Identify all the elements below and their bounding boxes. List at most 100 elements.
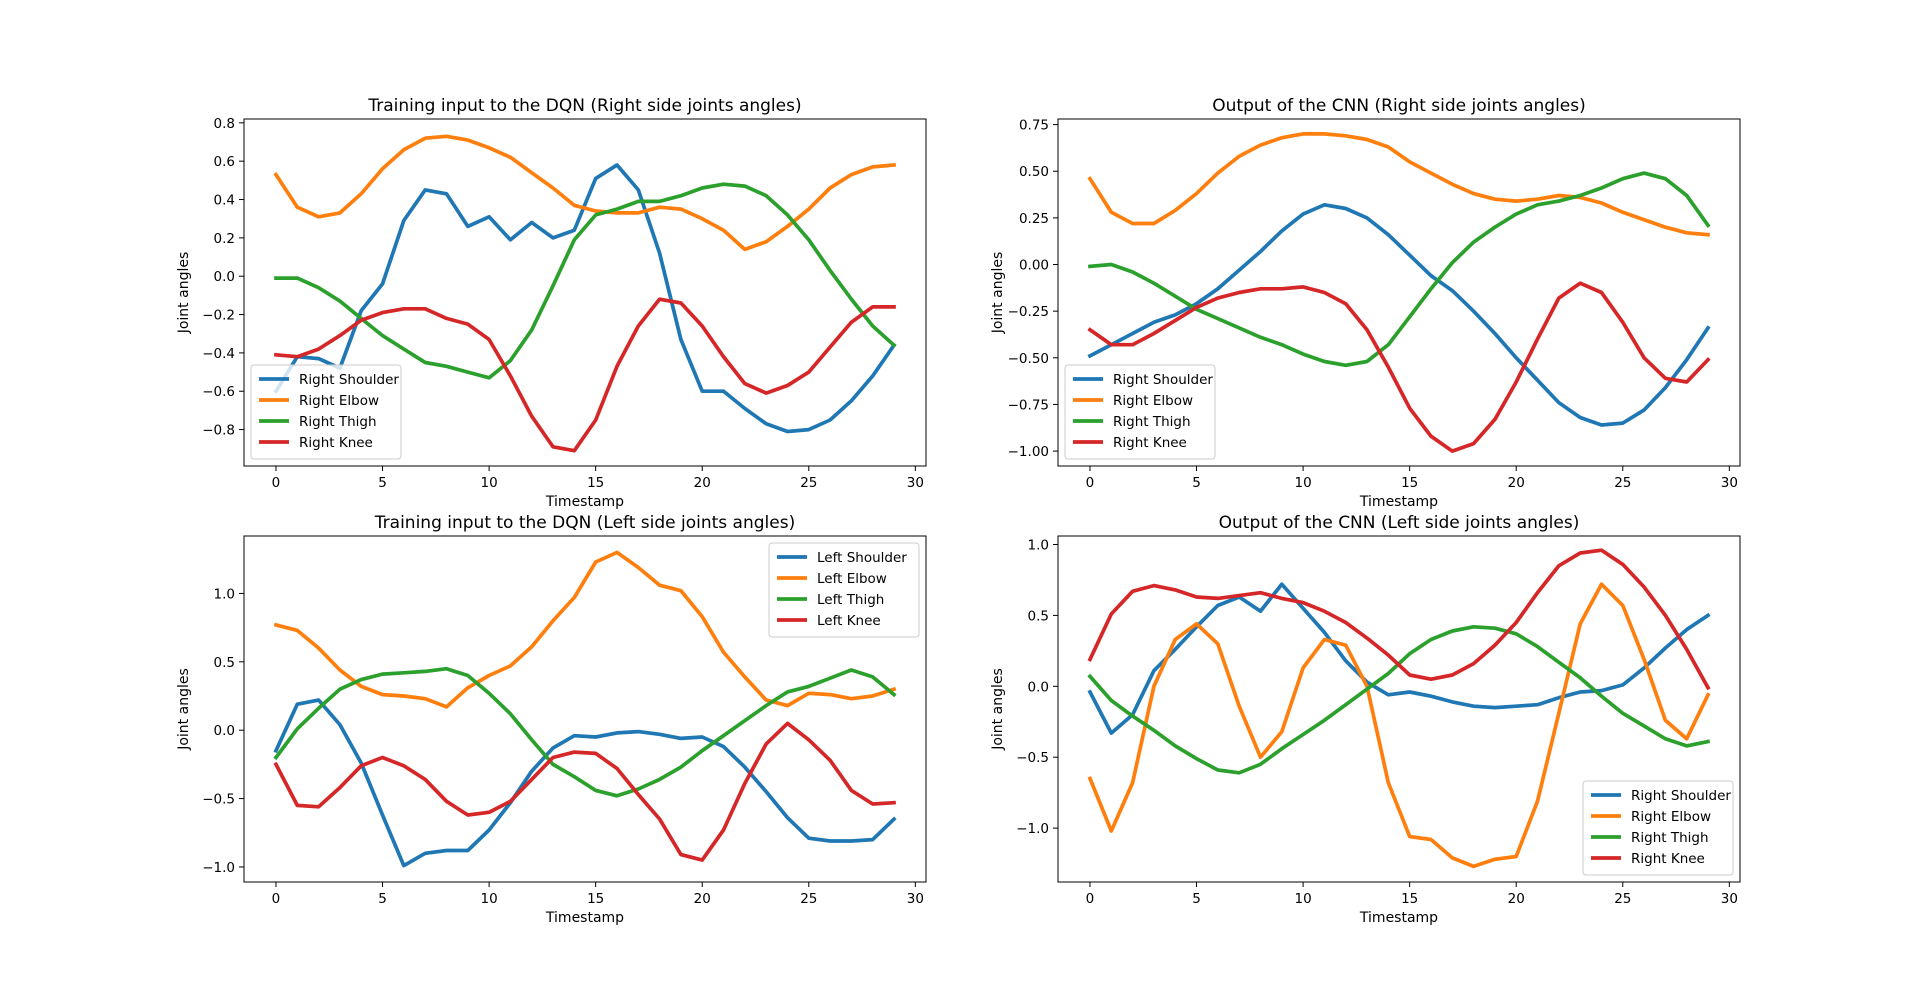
- x-tick-label: 0: [1086, 891, 1095, 907]
- chart-panel-1: 0 5 10 15 20 25 30 −0.8 −0.6 −0.4 −0.2 0.0 0.2 0.4 0.6…: [176, 96, 927, 510]
- y-tick-label: 0.5: [214, 655, 235, 671]
- x-tick-label: 10: [1295, 891, 1312, 907]
- y-tick-label: 1.0: [214, 586, 235, 602]
- series-line-2: [273, 550, 897, 709]
- legend-entry: Right Elbow: [1113, 393, 1193, 409]
- y-tick-label: −0.4: [202, 346, 235, 362]
- x-tick-label: 20: [1508, 475, 1525, 491]
- x-tick-label: 5: [378, 475, 387, 491]
- x-tick-label: 30: [907, 475, 924, 491]
- y-tick-label: −0.25: [1008, 304, 1049, 320]
- x-tick-label: 5: [1192, 475, 1201, 491]
- y-tick-label: 0.4: [214, 193, 235, 209]
- series-line-4: [273, 297, 896, 453]
- y-axis-label: Joint angles: [176, 668, 192, 751]
- x-tick-label: 30: [1721, 475, 1738, 491]
- series-line-2: [1087, 582, 1711, 869]
- legend-entry: Right Shoulder: [299, 372, 399, 388]
- series-line-1: [273, 163, 897, 434]
- x-tick-label: 30: [1721, 891, 1738, 907]
- y-tick-label: −1.0: [1016, 821, 1049, 837]
- legend-entry: Left Knee: [817, 613, 881, 629]
- chart-title: Output of the CNN (Right side joints ang…: [1212, 96, 1586, 116]
- x-tick-label: 0: [1086, 475, 1095, 491]
- legend-entry: Right Elbow: [299, 393, 379, 409]
- y-axis-label: Joint angles: [990, 252, 1006, 335]
- x-tick-label: 15: [1401, 475, 1418, 491]
- y-tick-label: −1.0: [202, 860, 235, 876]
- chart-panel-2: 0 5 10 15 20 25 30 −1.00 −0.75 −0.50 −0.25 0.00 0.25…: [990, 96, 1741, 510]
- y-axis-label: Joint angles: [176, 252, 192, 335]
- x-axis-label: Timestamp: [545, 494, 624, 510]
- legend-box: [250, 364, 402, 460]
- axes-frame: [243, 118, 927, 467]
- series-line-3: [274, 182, 897, 380]
- x-tick-label: 25: [800, 891, 817, 907]
- x-tick-label: 25: [1614, 891, 1631, 907]
- x-tick-label: 20: [694, 891, 711, 907]
- legend: Left Shoulder Left Elbow Left Thigh Left Kn…: [768, 542, 920, 638]
- x-tick-label: 15: [1401, 891, 1418, 907]
- y-tick-label: −0.8: [202, 423, 235, 439]
- series-line-2: [1087, 132, 1711, 237]
- x-tick-label: 25: [800, 475, 817, 491]
- series-line-4: [273, 721, 896, 862]
- x-tick-label: 5: [378, 891, 387, 907]
- legend-entry: Left Shoulder: [817, 550, 907, 566]
- y-tick-label: 0.8: [214, 116, 235, 132]
- y-tick-label: 1.0: [1028, 538, 1049, 554]
- y-tick-label: 0.0: [1028, 679, 1049, 695]
- y-tick-label: 0.6: [214, 154, 235, 170]
- x-tick-label: 15: [587, 891, 604, 907]
- legend-entry: Right Thigh: [299, 414, 377, 430]
- series-line-3: [273, 666, 897, 798]
- x-tick-label: 20: [694, 475, 711, 491]
- legend-entry: Right Thigh: [1631, 830, 1709, 846]
- x-tick-label: 10: [481, 475, 498, 491]
- x-tick-label: 15: [587, 475, 604, 491]
- axes-frame: [243, 535, 927, 883]
- y-tick-label: −0.2: [202, 308, 235, 324]
- legend-box: [1582, 780, 1734, 876]
- legend: Right Shoulder Right Elbow Right Thigh Righ…: [250, 364, 402, 460]
- y-tick-label: −0.6: [202, 384, 235, 400]
- series-line-3: [1087, 171, 1711, 368]
- x-tick-label: 5: [1192, 891, 1201, 907]
- chart-panel-4: 0 5 10 15 20 25 30 −1.0 −0.5 0.0 0.5 1.0 Output of t…: [990, 513, 1741, 926]
- x-axis-label: Timestamp: [545, 910, 624, 926]
- legend-entry: Left Thigh: [817, 592, 884, 608]
- series-line-4: [1087, 548, 1711, 691]
- legend-entry: Right Thigh: [1113, 414, 1191, 430]
- y-tick-label: 0.50: [1019, 164, 1049, 180]
- y-tick-label: 0.25: [1019, 211, 1049, 227]
- legend-entry: Right Elbow: [1631, 809, 1711, 825]
- legend-entry: Left Elbow: [817, 571, 887, 587]
- y-tick-label: −0.5: [202, 792, 235, 808]
- series-line-4: [1087, 281, 1711, 453]
- x-axis-label: Timestamp: [1359, 494, 1438, 510]
- series-line-1: [273, 698, 897, 868]
- series-line-1: [1087, 582, 1711, 735]
- y-tick-label: −1.00: [1008, 444, 1049, 460]
- legend-entry: Right Knee: [1631, 851, 1705, 867]
- x-tick-label: 0: [272, 475, 281, 491]
- legend-box: [1064, 364, 1216, 460]
- x-tick-label: 10: [1295, 475, 1312, 491]
- x-axis-label: Timestamp: [1359, 910, 1438, 926]
- y-tick-label: −0.5: [1016, 750, 1049, 766]
- series-line-3: [1087, 624, 1711, 775]
- series-line-2: [273, 134, 897, 252]
- axes-frame: [1057, 535, 1741, 883]
- y-tick-label: 0.2: [214, 231, 235, 247]
- y-tick-label: 0.75: [1019, 118, 1049, 134]
- y-tick-label: 0.0: [214, 723, 235, 739]
- legend-entry: Right Knee: [299, 435, 373, 451]
- chart-title: Training input to the DQN (Right side jo…: [367, 96, 801, 116]
- legend-entry: Right Shoulder: [1631, 788, 1731, 804]
- x-tick-label: 25: [1614, 475, 1631, 491]
- legend-box: [768, 542, 920, 638]
- chart-title: Output of the CNN (Left side joints angl…: [1219, 513, 1580, 533]
- y-axis-label: Joint angles: [990, 668, 1006, 751]
- legend-entry: Right Knee: [1113, 435, 1187, 451]
- legend: Right Shoulder Right Elbow Right Thigh Righ…: [1064, 364, 1216, 460]
